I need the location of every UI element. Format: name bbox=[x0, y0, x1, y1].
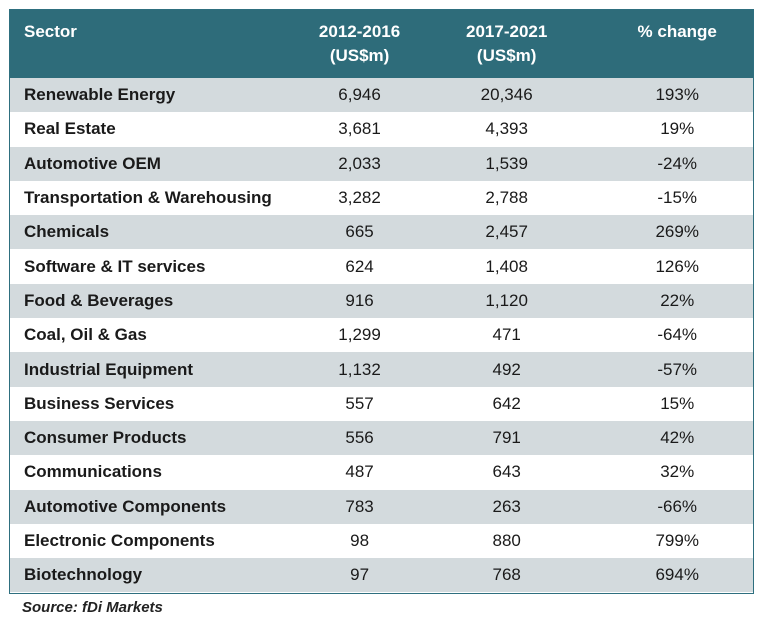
change-cell: 19% bbox=[660, 119, 695, 139]
value-2017-2021-cell: 791 bbox=[492, 428, 521, 448]
sector-cell: Automotive OEM bbox=[24, 153, 161, 173]
table-row: Business Services 557 642 15% bbox=[10, 386, 753, 421]
header-sector: Sector bbox=[24, 22, 77, 41]
source-note: Source: fDi Markets bbox=[22, 599, 163, 616]
value-2012-2016-cell: 2,033 bbox=[338, 153, 381, 173]
table-row: Industrial Equipment 1,132 492 -57% bbox=[10, 352, 753, 387]
sector-cell: Food & Beverages bbox=[24, 290, 174, 310]
change-cell: -64% bbox=[657, 325, 698, 345]
value-2017-2021-cell: 642 bbox=[492, 393, 521, 413]
change-cell: 42% bbox=[660, 428, 695, 448]
header-period2-unit: (US$m) bbox=[476, 46, 537, 65]
value-2012-2016-cell: 98 bbox=[350, 531, 370, 550]
sector-cell: Biotechnology bbox=[24, 565, 143, 585]
table-row: Coal, Oil & Gas 1,299 471 -64% bbox=[10, 318, 753, 353]
table-row: Automotive Components 783 263 -66% bbox=[10, 489, 753, 524]
table-row: Electronic Components 98 880 799% bbox=[10, 523, 753, 559]
change-cell: 799% bbox=[655, 531, 699, 550]
value-2012-2016-cell: 97 bbox=[350, 565, 370, 585]
value-2017-2021-cell: 1,408 bbox=[485, 256, 528, 276]
table-row: Communications 487 643 32% bbox=[10, 455, 753, 490]
table-header: Sector 2012-2016 (US$m) 2017-2021 (US$m)… bbox=[10, 10, 753, 78]
sector-cell: Automotive Components bbox=[24, 496, 227, 516]
table-body: Renewable Energy 6,946 20,346 193% Real Esta… bbox=[10, 78, 753, 593]
value-2012-2016-cell: 624 bbox=[345, 256, 374, 276]
value-2012-2016-cell: 557 bbox=[345, 393, 374, 413]
sector-cell: Industrial Equipment bbox=[24, 359, 194, 379]
table-row: Real Estate 3,681 4,393 19% bbox=[10, 112, 753, 147]
value-2012-2016-cell: 3,282 bbox=[338, 188, 381, 208]
table-row: Renewable Energy 6,946 20,346 193% bbox=[10, 78, 753, 113]
value-2012-2016-cell: 6,946 bbox=[338, 85, 381, 105]
value-2017-2021-cell: 1,539 bbox=[485, 153, 528, 173]
header-period-2012-2016: 2012-2016 (US$m) bbox=[307, 10, 412, 78]
value-2017-2021-cell: 4,393 bbox=[485, 119, 528, 139]
sector-cell: Communications bbox=[24, 462, 162, 482]
sector-cell: Consumer Products bbox=[24, 428, 187, 448]
change-cell: -57% bbox=[657, 359, 698, 379]
sector-cell: Renewable Energy bbox=[24, 85, 176, 105]
table-row: Transportation & Warehousing 3,282 2,788 -1… bbox=[10, 180, 753, 216]
header-change: % change bbox=[637, 22, 717, 41]
value-2017-2021-cell: 492 bbox=[492, 359, 521, 379]
change-cell: -24% bbox=[657, 153, 698, 173]
sector-cell: Transportation & Warehousing bbox=[24, 188, 272, 208]
sector-cell: Business Services bbox=[24, 393, 175, 413]
value-2017-2021-cell: 20,346 bbox=[480, 85, 533, 105]
value-2012-2016-cell: 3,681 bbox=[338, 119, 381, 139]
change-cell: 32% bbox=[660, 462, 695, 482]
change-cell: -66% bbox=[657, 496, 698, 516]
change-cell: 15% bbox=[660, 393, 695, 413]
table-row: Software & IT services 624 1,408 126% bbox=[10, 249, 753, 284]
value-2012-2016-cell: 556 bbox=[345, 428, 374, 448]
value-2012-2016-cell: 1,299 bbox=[338, 325, 381, 345]
change-cell: 694% bbox=[655, 565, 699, 585]
change-cell: 269% bbox=[655, 222, 699, 242]
sector-cell: Software & IT services bbox=[24, 256, 206, 276]
value-2017-2021-cell: 471 bbox=[492, 325, 521, 345]
value-2017-2021-cell: 768 bbox=[492, 565, 521, 585]
value-2017-2021-cell: 643 bbox=[492, 462, 521, 482]
sector-cell: Electronic Components bbox=[24, 531, 215, 550]
value-2017-2021-cell: 880 bbox=[492, 531, 521, 550]
table-row: Consumer Products 556 791 42% bbox=[10, 420, 753, 456]
value-2017-2021-cell: 2,788 bbox=[485, 188, 528, 208]
sector-cell: Chemicals bbox=[24, 222, 110, 242]
header-period-2017-2021: 2017-2021 (US$m) bbox=[412, 10, 601, 78]
table-row: Automotive OEM 2,033 1,539 -24% bbox=[10, 146, 753, 181]
sector-table: Sector 2012-2016 (US$m) 2017-2021 (US$m)… bbox=[9, 9, 754, 594]
table-row: Food & Beverages 916 1,120 22% bbox=[10, 283, 753, 319]
value-2017-2021-cell: 1,120 bbox=[485, 290, 528, 310]
value-2012-2016-cell: 916 bbox=[345, 290, 374, 310]
change-cell: 126% bbox=[655, 256, 699, 276]
value-2012-2016-cell: 1,132 bbox=[338, 359, 381, 379]
value-2017-2021-cell: 2,457 bbox=[485, 222, 528, 242]
table-row: Biotechnology 97 768 694% bbox=[10, 558, 753, 593]
change-cell: -15% bbox=[657, 188, 698, 208]
header-period1-unit: (US$m) bbox=[329, 46, 390, 65]
value-2012-2016-cell: 783 bbox=[345, 496, 374, 516]
table-row: Chemicals 665 2,457 269% bbox=[10, 215, 753, 250]
header-period1-years: 2012-2016 bbox=[318, 22, 401, 41]
value-2012-2016-cell: 487 bbox=[345, 462, 374, 482]
change-cell: 22% bbox=[660, 290, 695, 310]
value-2012-2016-cell: 665 bbox=[345, 222, 374, 242]
change-cell: 193% bbox=[655, 85, 699, 105]
header-period2-years: 2017-2021 bbox=[466, 22, 548, 41]
value-2017-2021-cell: 263 bbox=[492, 496, 521, 516]
sector-cell: Coal, Oil & Gas bbox=[24, 325, 147, 345]
sector-cell: Real Estate bbox=[24, 119, 116, 139]
